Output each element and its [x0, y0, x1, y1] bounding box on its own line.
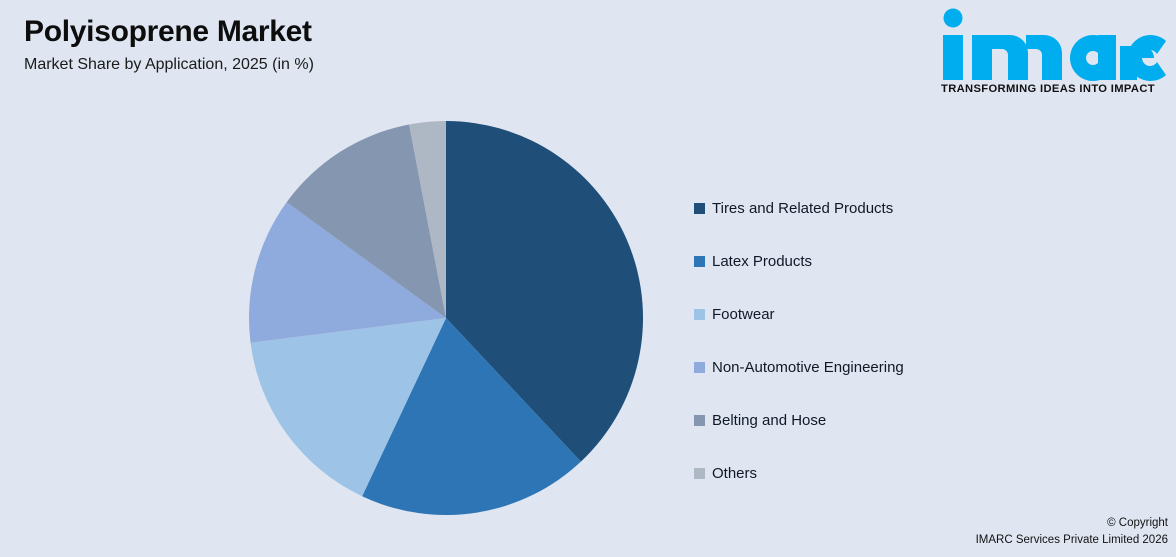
pie-slice[interactable] — [248, 202, 446, 343]
legend-item[interactable]: Others — [694, 447, 1124, 500]
imarc-wordmark-icon — [943, 8, 1166, 81]
page-subtitle: Market Share by Application, 2025 (in %) — [24, 56, 314, 74]
pie-slice[interactable] — [286, 124, 446, 318]
legend-item[interactable]: Tires and Related Products — [694, 182, 1124, 235]
copyright-notice: © Copyright IMARC Services Private Limit… — [976, 515, 1168, 548]
pie-chart — [248, 118, 644, 518]
legend-swatch-icon — [694, 362, 705, 373]
copyright-line-1: © Copyright — [1107, 517, 1168, 530]
page-title: Polyisoprene Market — [24, 15, 312, 48]
logo-tagline: TRANSFORMING IDEAS INTO IMPACT — [941, 83, 1155, 95]
legend-item-label: Footwear — [712, 306, 775, 323]
legend-item-label: Others — [712, 465, 758, 482]
legend-swatch-icon — [694, 256, 705, 267]
chart-legend: Tires and Related Products Latex Product… — [694, 182, 1124, 500]
legend-item-label: Latex Products — [712, 253, 813, 270]
imarc-logo: TRANSFORMING IDEAS INTO IMPACT — [928, 8, 1168, 95]
pie-slice[interactable] — [409, 121, 446, 318]
legend-item[interactable]: Latex Products — [694, 235, 1124, 288]
legend-swatch-icon — [694, 309, 705, 320]
legend-swatch-icon — [694, 203, 705, 214]
legend-item-label: Non-Automotive Engineering — [712, 359, 904, 376]
legend-swatch-icon — [694, 415, 705, 426]
legend-swatch-icon — [694, 468, 705, 479]
pie-slice[interactable] — [250, 318, 446, 497]
legend-item-label: Tires and Related Products — [712, 200, 894, 217]
pie-slice[interactable] — [446, 121, 644, 462]
pie-chart-svg — [248, 121, 644, 516]
pie-slice[interactable] — [362, 318, 581, 516]
legend-item[interactable]: Footwear — [694, 288, 1124, 341]
legend-item-label: Belting and Hose — [712, 412, 827, 429]
chart-header: Polyisoprene Market Market Share by Appl… — [24, 14, 784, 75]
legend-item[interactable]: Belting and Hose — [694, 394, 1124, 447]
legend-item[interactable]: Non-Automotive Engineering — [694, 341, 1124, 394]
copyright-line-2: IMARC Services Private Limited 2026 — [975, 533, 1168, 546]
